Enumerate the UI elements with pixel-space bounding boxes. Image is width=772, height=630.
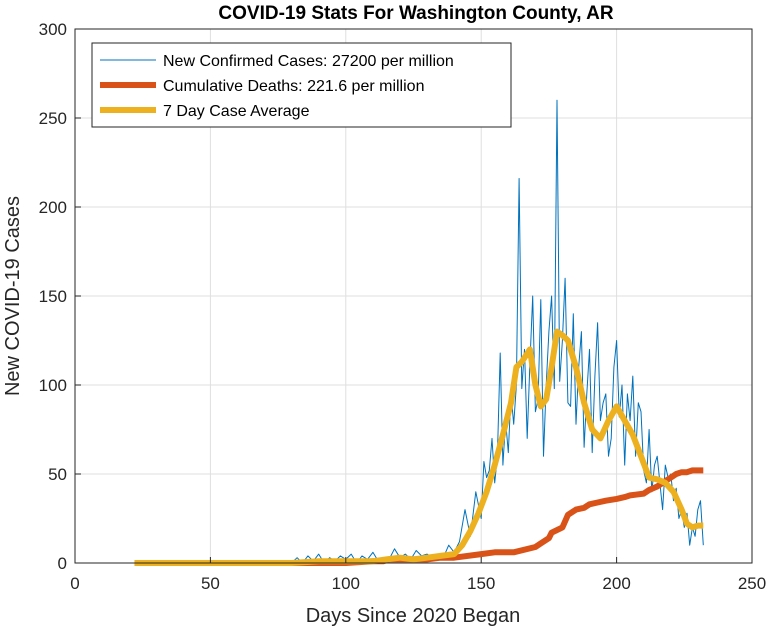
legend: New Confirmed Cases: 27200 per million Cu…	[91, 42, 512, 128]
series-layer	[134, 99, 704, 566]
legend-box	[91, 42, 512, 128]
legend-label: Cumulative Deaths: 221.6 per million	[163, 78, 424, 95]
x-tick-label: 200	[602, 574, 630, 593]
y-tick-label: 300	[39, 20, 67, 39]
y-tick-label: 50	[48, 465, 67, 484]
y-tick-label: 100	[39, 376, 67, 395]
y-tick-label: 250	[39, 109, 67, 128]
x-tick-label: 250	[738, 574, 766, 593]
y-tick-label: 200	[39, 198, 67, 217]
x-axis-label: Days Since 2020 Began	[306, 605, 521, 627]
legend-label: New Confirmed Cases: 27200 per million	[163, 53, 454, 70]
chart-title: COVID-19 Stats For Washington County, AR	[218, 3, 613, 24]
x-tick-label: 150	[467, 574, 495, 593]
x-tick-label: 50	[201, 574, 220, 593]
legend-label: 7 Day Case Average	[163, 103, 310, 120]
x-tick-label: 100	[332, 574, 360, 593]
ticks: 0 50 100 150 200 250 0 50 100 150 200 250 300	[39, 20, 767, 593]
series-line-7-day-case-average	[134, 328, 704, 566]
x-tick-label: 0	[70, 574, 79, 593]
y-axis-label: New COVID-19 Cases	[2, 196, 24, 396]
y-tick-label: 150	[39, 287, 67, 306]
y-tick-label: 0	[58, 554, 67, 573]
